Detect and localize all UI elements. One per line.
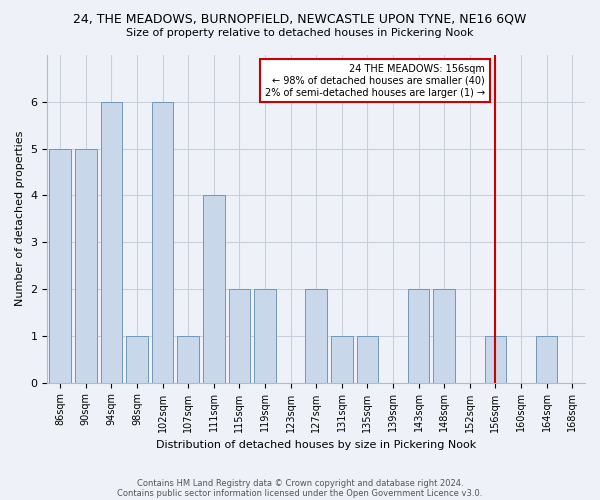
Bar <box>305 289 327 382</box>
Bar <box>229 289 250 382</box>
Text: 24 THE MEADOWS: 156sqm
← 98% of detached houses are smaller (40)
2% of semi-deta: 24 THE MEADOWS: 156sqm ← 98% of detached… <box>265 64 485 98</box>
Bar <box>203 196 224 382</box>
Text: Contains public sector information licensed under the Open Government Licence v3: Contains public sector information licen… <box>118 488 482 498</box>
Bar <box>178 336 199 382</box>
Bar <box>331 336 353 382</box>
Bar <box>49 148 71 382</box>
Bar <box>152 102 173 382</box>
Text: Size of property relative to detached houses in Pickering Nook: Size of property relative to detached ho… <box>126 28 474 38</box>
Text: Contains HM Land Registry data © Crown copyright and database right 2024.: Contains HM Land Registry data © Crown c… <box>137 478 463 488</box>
Bar <box>536 336 557 382</box>
Bar <box>433 289 455 382</box>
Bar <box>126 336 148 382</box>
Bar <box>408 289 430 382</box>
Bar <box>356 336 378 382</box>
Text: 24, THE MEADOWS, BURNOPFIELD, NEWCASTLE UPON TYNE, NE16 6QW: 24, THE MEADOWS, BURNOPFIELD, NEWCASTLE … <box>73 12 527 26</box>
Bar <box>254 289 276 382</box>
Bar <box>485 336 506 382</box>
Y-axis label: Number of detached properties: Number of detached properties <box>15 131 25 306</box>
Bar <box>101 102 122 382</box>
Bar <box>75 148 97 382</box>
X-axis label: Distribution of detached houses by size in Pickering Nook: Distribution of detached houses by size … <box>156 440 476 450</box>
